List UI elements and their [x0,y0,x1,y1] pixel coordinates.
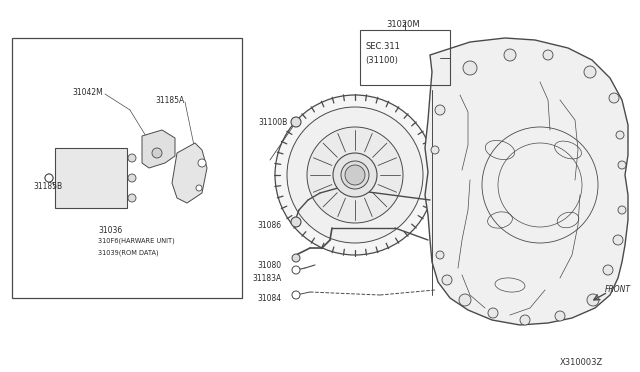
Circle shape [488,308,498,318]
Circle shape [616,131,624,139]
Circle shape [128,194,136,202]
Polygon shape [142,130,175,168]
Circle shape [291,117,301,127]
Text: 31020M: 31020M [386,20,420,29]
Circle shape [275,95,435,255]
Text: 310F6(HARWARE UNIT): 310F6(HARWARE UNIT) [98,238,175,244]
Text: 31039(ROM DATA): 31039(ROM DATA) [98,250,159,257]
Circle shape [436,251,444,259]
Circle shape [345,165,365,185]
Bar [360,30,450,85]
Circle shape [584,66,596,78]
Text: X310003Z: X310003Z [560,358,604,367]
Circle shape [504,49,516,61]
Circle shape [287,107,423,243]
Circle shape [609,93,619,103]
Circle shape [613,235,623,245]
Text: 31100B: 31100B [259,118,288,127]
Circle shape [459,294,471,306]
Text: SEC.311: SEC.311 [365,42,400,51]
Text: 31185B: 31185B [33,182,62,191]
Circle shape [463,61,477,75]
Circle shape [435,105,445,115]
Text: 31042M: 31042M [72,88,103,97]
Circle shape [587,294,599,306]
Circle shape [292,266,300,274]
Circle shape [152,148,162,158]
Text: FRONT: FRONT [605,285,631,294]
Circle shape [196,185,202,191]
Circle shape [431,146,439,154]
Circle shape [45,174,53,182]
Circle shape [341,161,369,189]
Circle shape [618,206,626,214]
Circle shape [128,154,136,162]
Circle shape [292,254,300,262]
Polygon shape [425,38,628,325]
Text: 31183A: 31183A [253,274,282,283]
Circle shape [333,153,377,197]
Circle shape [292,291,300,299]
Circle shape [442,275,452,285]
Text: 31036: 31036 [98,226,122,235]
Circle shape [307,127,403,223]
Circle shape [45,174,53,182]
Polygon shape [172,143,207,203]
Circle shape [555,311,565,321]
Polygon shape [55,148,127,208]
Circle shape [291,217,301,227]
Circle shape [618,161,626,169]
Text: 31086: 31086 [258,221,282,230]
Text: 31080: 31080 [258,261,282,270]
Text: 31084: 31084 [258,294,282,303]
Circle shape [543,50,553,60]
Circle shape [128,174,136,182]
Circle shape [520,315,530,325]
Bar [12,38,242,298]
Text: 31185A: 31185A [155,96,184,105]
Circle shape [198,159,206,167]
Text: (31100): (31100) [365,56,398,65]
Circle shape [603,265,613,275]
